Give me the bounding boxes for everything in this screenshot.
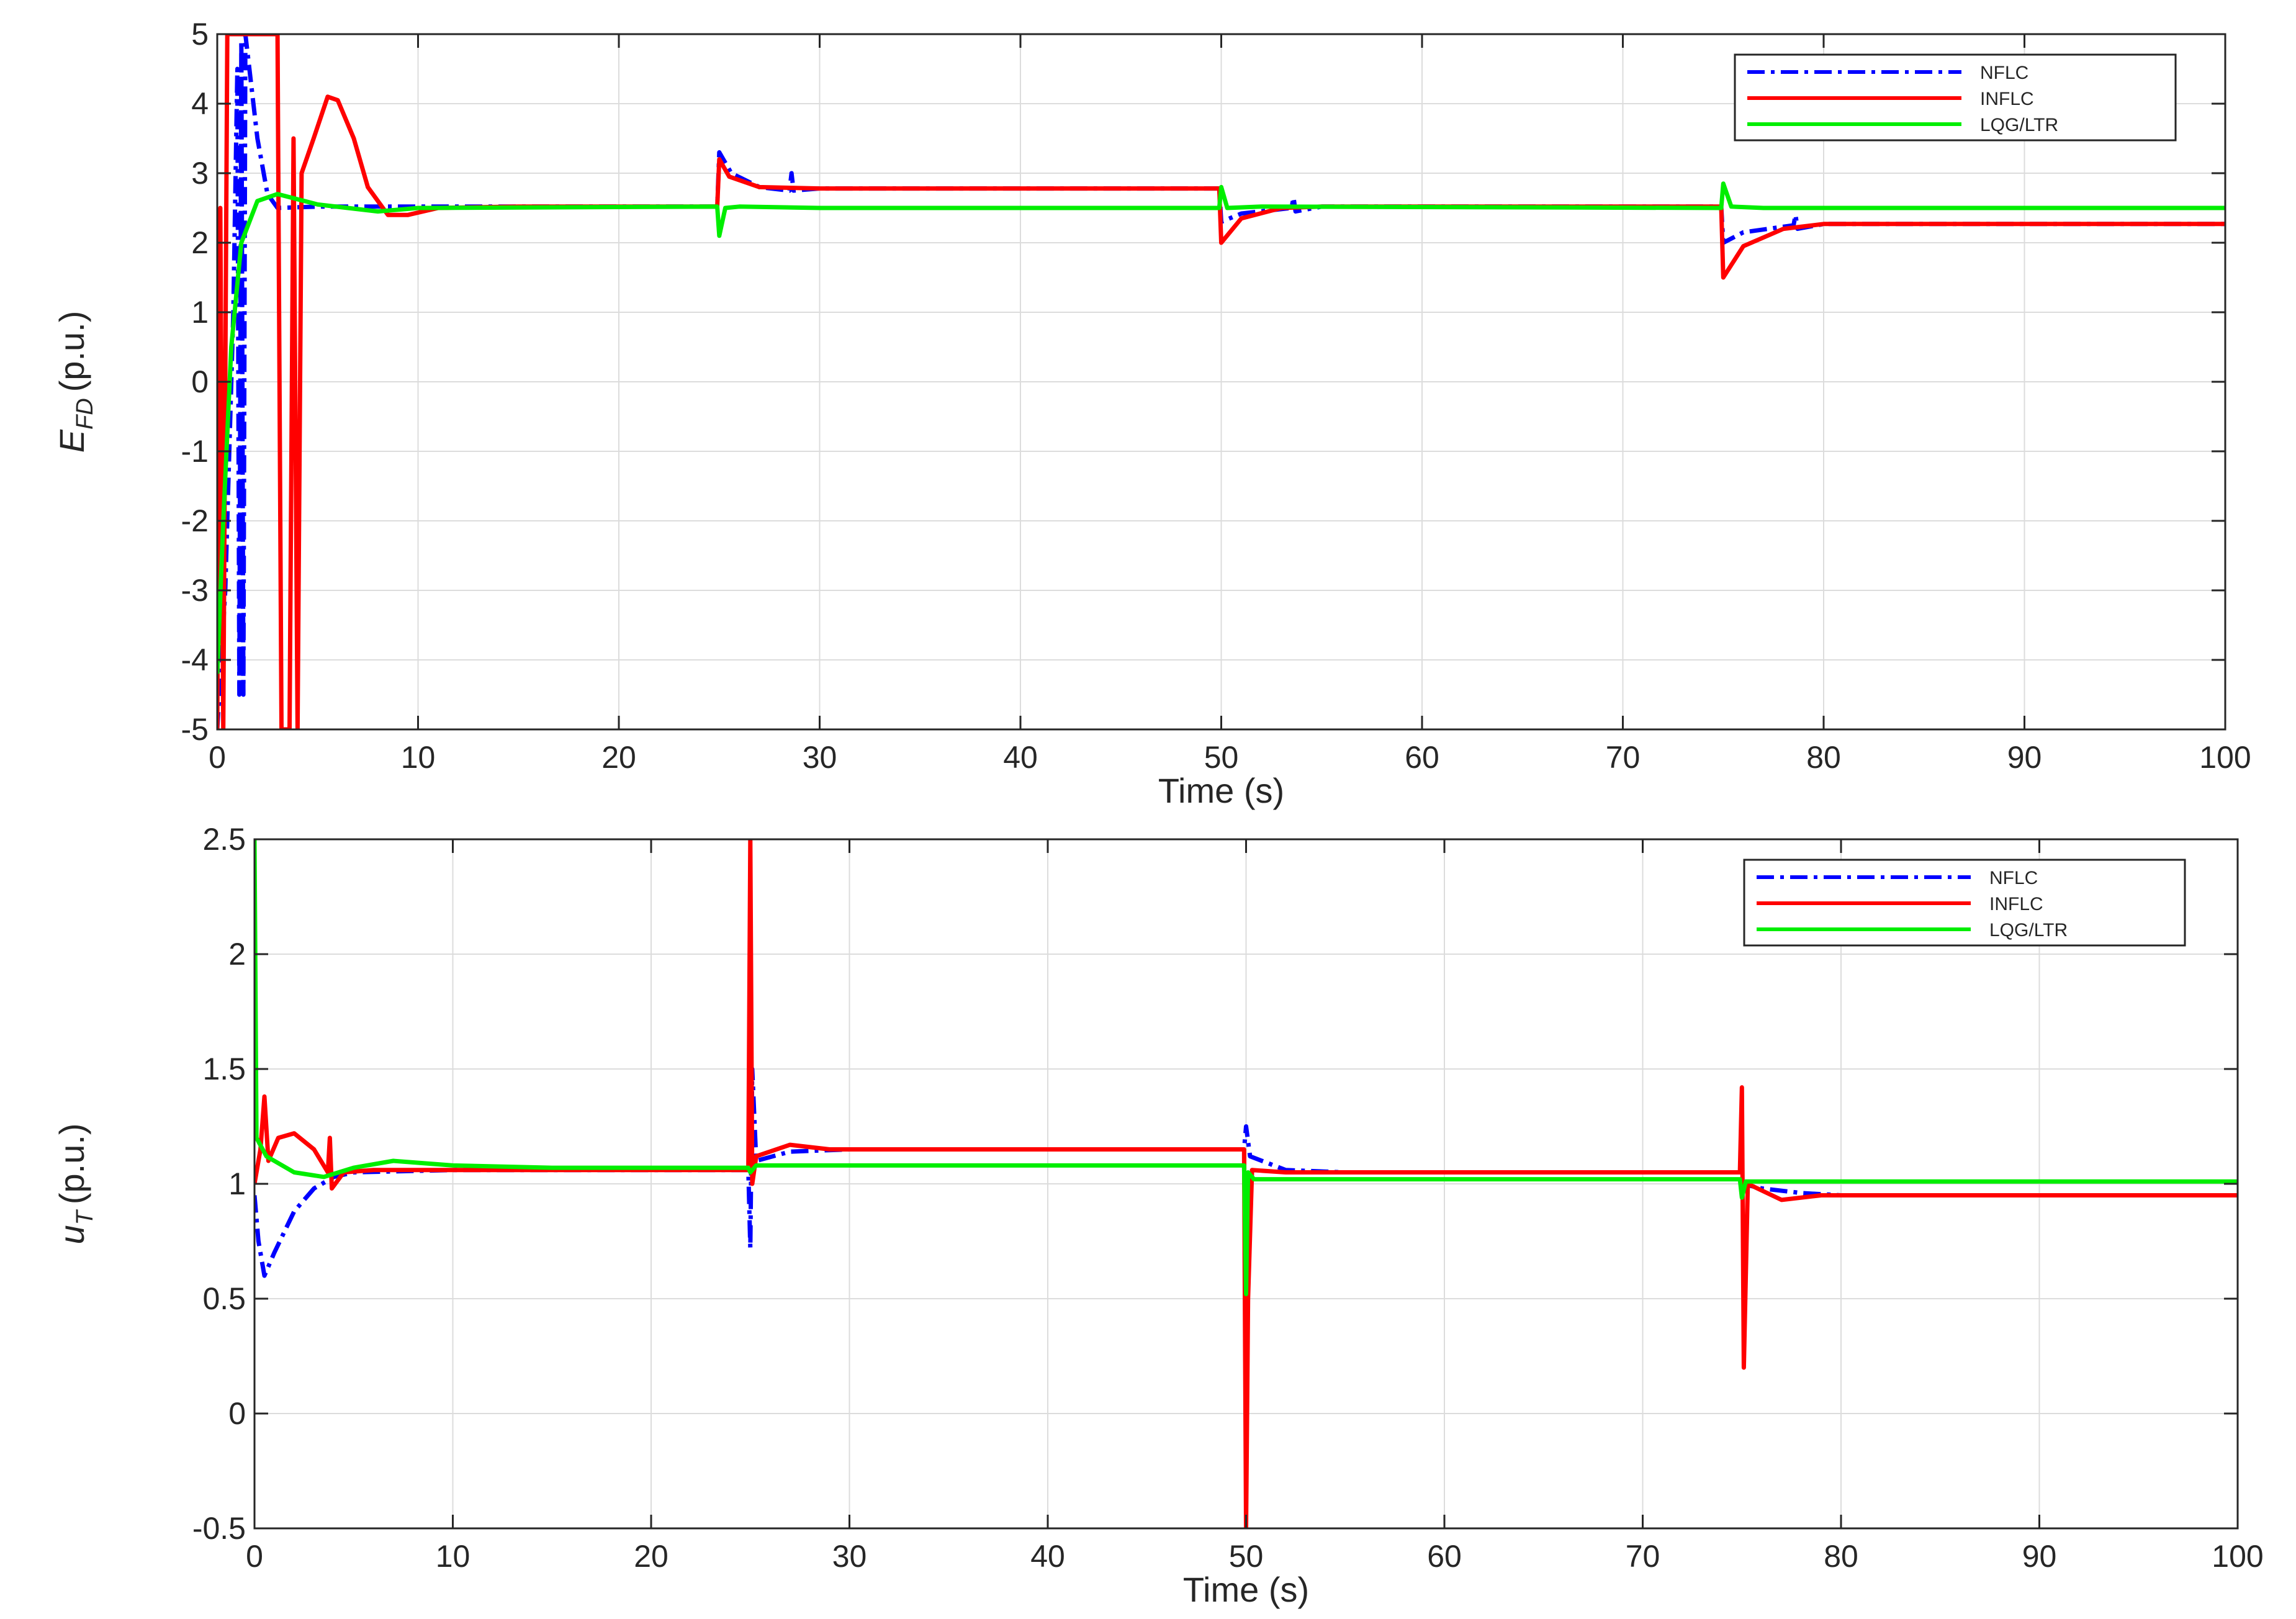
x-tick-label: 100	[2199, 740, 2251, 775]
x-tick-label: 20	[634, 1539, 669, 1574]
y-tick-label: 2	[228, 937, 246, 972]
x-tick-label: 70	[1606, 740, 1641, 775]
x-tick-label: 30	[803, 740, 837, 775]
x-tick-label: 10	[436, 1539, 470, 1574]
x-axis-label: Time (s)	[1183, 1570, 1309, 1609]
y-tick-label: 1	[228, 1166, 246, 1201]
ut-chart: 0 10 20 30 40 50 60 70 80 90 100-0.500.511.522.5Ti…	[52, 822, 2264, 1609]
efd-chart: 0 10 20 30 40 50 60 70 80 90 100 -5 -4 -3 -2 -1 0 1 2 3 4 5 Ti…	[52, 17, 2251, 810]
x-tick-label: 60	[1427, 1539, 1462, 1574]
legend-label: NFLC	[1989, 868, 2038, 888]
y-tick-label: 1.5	[202, 1052, 246, 1086]
x-tick-label: 90	[2007, 740, 2042, 775]
x-tick-label: 50	[1204, 740, 1239, 775]
y-tick-label: 0	[228, 1396, 246, 1431]
legend-label: INFLC	[1980, 89, 2034, 109]
y-tick-label: 4	[191, 86, 209, 121]
series-line-inflc	[254, 839, 2238, 1528]
legend-label: LQG/LTR	[1980, 115, 2058, 135]
x-tick-label: 20	[601, 740, 636, 775]
x-tick-label: 50	[1229, 1539, 1264, 1574]
x-axis-label: Time (s)	[1158, 771, 1284, 810]
x-tick-label: 80	[1824, 1539, 1858, 1574]
x-tick-label: 40	[1003, 740, 1038, 775]
x-tick-label: 0	[246, 1539, 263, 1574]
y-tick-label: -4	[181, 643, 209, 677]
y-tick-label: 3	[191, 156, 209, 191]
x-tick-label: 10	[401, 740, 436, 775]
x-tick-label: 100	[2212, 1539, 2263, 1574]
y-tick-label: 2.5	[202, 822, 246, 857]
legend-label: LQG/LTR	[1989, 920, 2068, 940]
x-tick-label: 60	[1405, 740, 1439, 775]
series-line-lqg-ltr	[217, 181, 2225, 674]
y-tick-label: 0.5	[202, 1281, 246, 1316]
legend-label: INFLC	[1989, 894, 2043, 914]
series-group	[217, 34, 2225, 729]
y-tick-label: -0.5	[192, 1511, 246, 1546]
y-axis-label-unit: (p.u.)	[52, 311, 91, 392]
y-axis-label: EFD (p.u.)	[52, 311, 98, 453]
x-tick-label: 0	[209, 740, 226, 775]
x-tick-label: 70	[1626, 1539, 1660, 1574]
x-tick-label: 80	[1806, 740, 1841, 775]
y-tick-label: 0	[191, 364, 209, 399]
x-tick-label: 30	[832, 1539, 867, 1574]
y-axis-label-subscript: FD	[72, 398, 98, 430]
y-tick-label: -1	[181, 434, 209, 469]
y-tick-label: 1	[191, 295, 209, 330]
y-tick-label: -5	[181, 712, 209, 747]
y-axis-label-symbol: u	[52, 1225, 91, 1244]
y-axis-label-symbol: E	[52, 429, 91, 453]
x-tick-label: 40	[1030, 1539, 1065, 1574]
y-tick-label: 5	[191, 17, 209, 52]
y-tick-label: -2	[181, 503, 209, 538]
series-line-lqg-ltr	[254, 839, 2238, 1297]
series-group	[254, 839, 2238, 1528]
y-tick-label: -3	[181, 573, 209, 608]
y-tick-label: 2	[191, 225, 209, 260]
y-axis-label: uT (p.u.)	[52, 1123, 98, 1244]
y-axis-label-unit: (p.u.)	[52, 1123, 91, 1204]
y-axis-label-subscript: T	[72, 1209, 98, 1225]
x-tick-label: 90	[2022, 1539, 2057, 1574]
legend-label: NFLC	[1980, 63, 2028, 83]
